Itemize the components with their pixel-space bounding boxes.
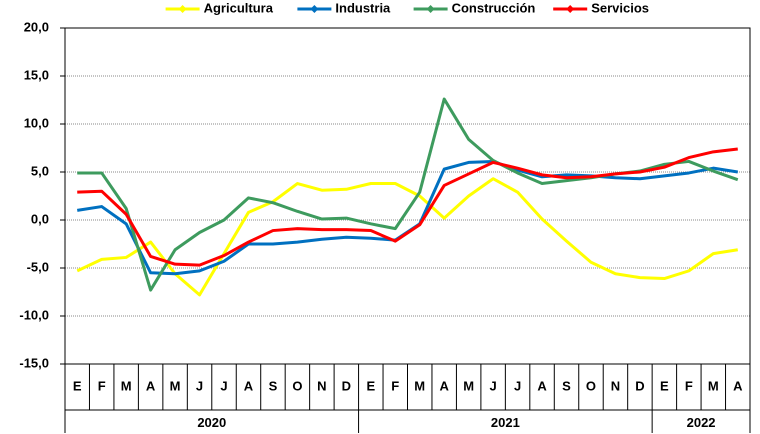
x-tick-label: M [708,378,719,393]
x-tick-label: M [121,378,132,393]
y-tick-label: -15,0 [19,355,49,370]
x-tick-label: E [660,378,669,393]
x-tick-label: D [635,378,644,393]
x-tick-label: J [196,378,203,393]
year-label: 2020 [197,415,226,430]
legend-label: Industria [335,0,391,15]
legend-marker [426,5,435,13]
x-tick-label: J [490,378,497,393]
year-label: 2021 [491,415,520,430]
y-tick-label: 15,0 [24,67,49,82]
x-tick-label: S [562,378,571,393]
x-tick-label: M [463,378,474,393]
series-line [77,147,738,267]
series-line [77,97,739,292]
legend-marker [566,5,575,13]
x-tick-label: O [586,378,596,393]
x-tick-label: M [414,378,425,393]
legend-marker [310,5,319,13]
x-tick-label: E [73,378,82,393]
plot-frame [64,27,751,365]
x-tick-label: F [98,378,106,393]
year-label: 2022 [687,415,716,430]
x-tick-label: D [342,378,351,393]
x-tick-label: A [733,378,743,393]
series-line [76,159,739,276]
legend-label: Servicios [591,0,649,15]
y-tick-label: 5,0 [31,163,49,178]
series-line [76,177,739,297]
y-tick-label: -10,0 [19,307,49,322]
x-tick-label: A [440,378,450,393]
x-tick-label: J [514,378,521,393]
x-tick-label: F [685,378,693,393]
x-tick-label: O [292,378,302,393]
x-tick-label: S [269,378,278,393]
legend-marker [178,5,187,13]
y-tick-label: 0,0 [31,211,49,226]
legend-label: Construcción [452,0,536,15]
x-tick-label: A [146,378,156,393]
x-tick-label: M [170,378,181,393]
x-tick-label: E [366,378,375,393]
x-tick-label: N [317,378,326,393]
y-tick-label: 20,0 [24,19,49,34]
y-tick-label: -5,0 [27,259,49,274]
x-tick-label: A [244,378,254,393]
x-tick-label: J [220,378,227,393]
legend-label: Agricultura [204,0,274,15]
x-tick-label: A [537,378,547,393]
y-tick-label: 10,0 [24,115,49,130]
x-tick-label: F [391,378,399,393]
x-tick-label: N [611,378,620,393]
